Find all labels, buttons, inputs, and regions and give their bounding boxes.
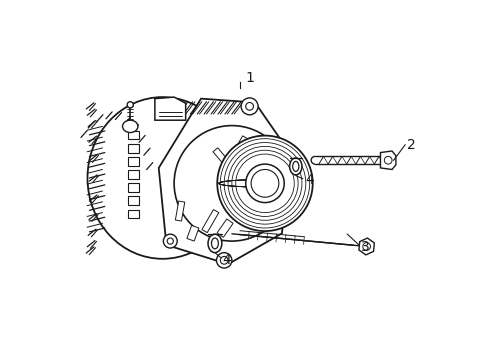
Circle shape xyxy=(167,238,173,244)
Bar xyxy=(128,170,139,179)
Bar xyxy=(258,164,275,172)
Circle shape xyxy=(241,98,258,115)
Bar xyxy=(239,173,267,186)
Bar xyxy=(128,157,139,166)
Circle shape xyxy=(217,136,313,231)
Bar xyxy=(202,210,219,233)
Bar xyxy=(239,136,257,151)
Circle shape xyxy=(246,164,284,203)
Bar xyxy=(252,197,269,210)
Circle shape xyxy=(217,253,232,268)
Text: 4: 4 xyxy=(222,253,231,267)
Ellipse shape xyxy=(208,234,222,253)
Circle shape xyxy=(127,102,133,108)
Text: 3: 3 xyxy=(361,240,370,254)
Polygon shape xyxy=(381,151,396,170)
Circle shape xyxy=(220,256,228,264)
Circle shape xyxy=(246,103,253,110)
Text: 1: 1 xyxy=(245,71,255,85)
Ellipse shape xyxy=(212,238,219,249)
Bar xyxy=(128,210,139,218)
Ellipse shape xyxy=(88,97,238,259)
Circle shape xyxy=(163,234,177,248)
Bar xyxy=(128,183,139,192)
Ellipse shape xyxy=(293,161,299,171)
Circle shape xyxy=(174,126,290,241)
Bar xyxy=(187,225,199,241)
Ellipse shape xyxy=(290,158,302,175)
Polygon shape xyxy=(155,97,186,120)
Circle shape xyxy=(384,156,392,164)
Polygon shape xyxy=(159,99,290,264)
Bar xyxy=(217,219,233,237)
Bar xyxy=(235,198,259,213)
Bar xyxy=(213,148,235,172)
Circle shape xyxy=(280,165,294,179)
Ellipse shape xyxy=(122,120,138,132)
Circle shape xyxy=(363,243,370,250)
Text: 2: 2 xyxy=(408,138,416,152)
Bar xyxy=(128,197,139,205)
Bar xyxy=(128,144,139,153)
Polygon shape xyxy=(359,238,374,255)
Text: 4: 4 xyxy=(305,173,314,187)
Bar xyxy=(175,201,185,221)
Circle shape xyxy=(284,169,291,175)
Bar xyxy=(128,131,139,139)
Circle shape xyxy=(251,170,279,197)
